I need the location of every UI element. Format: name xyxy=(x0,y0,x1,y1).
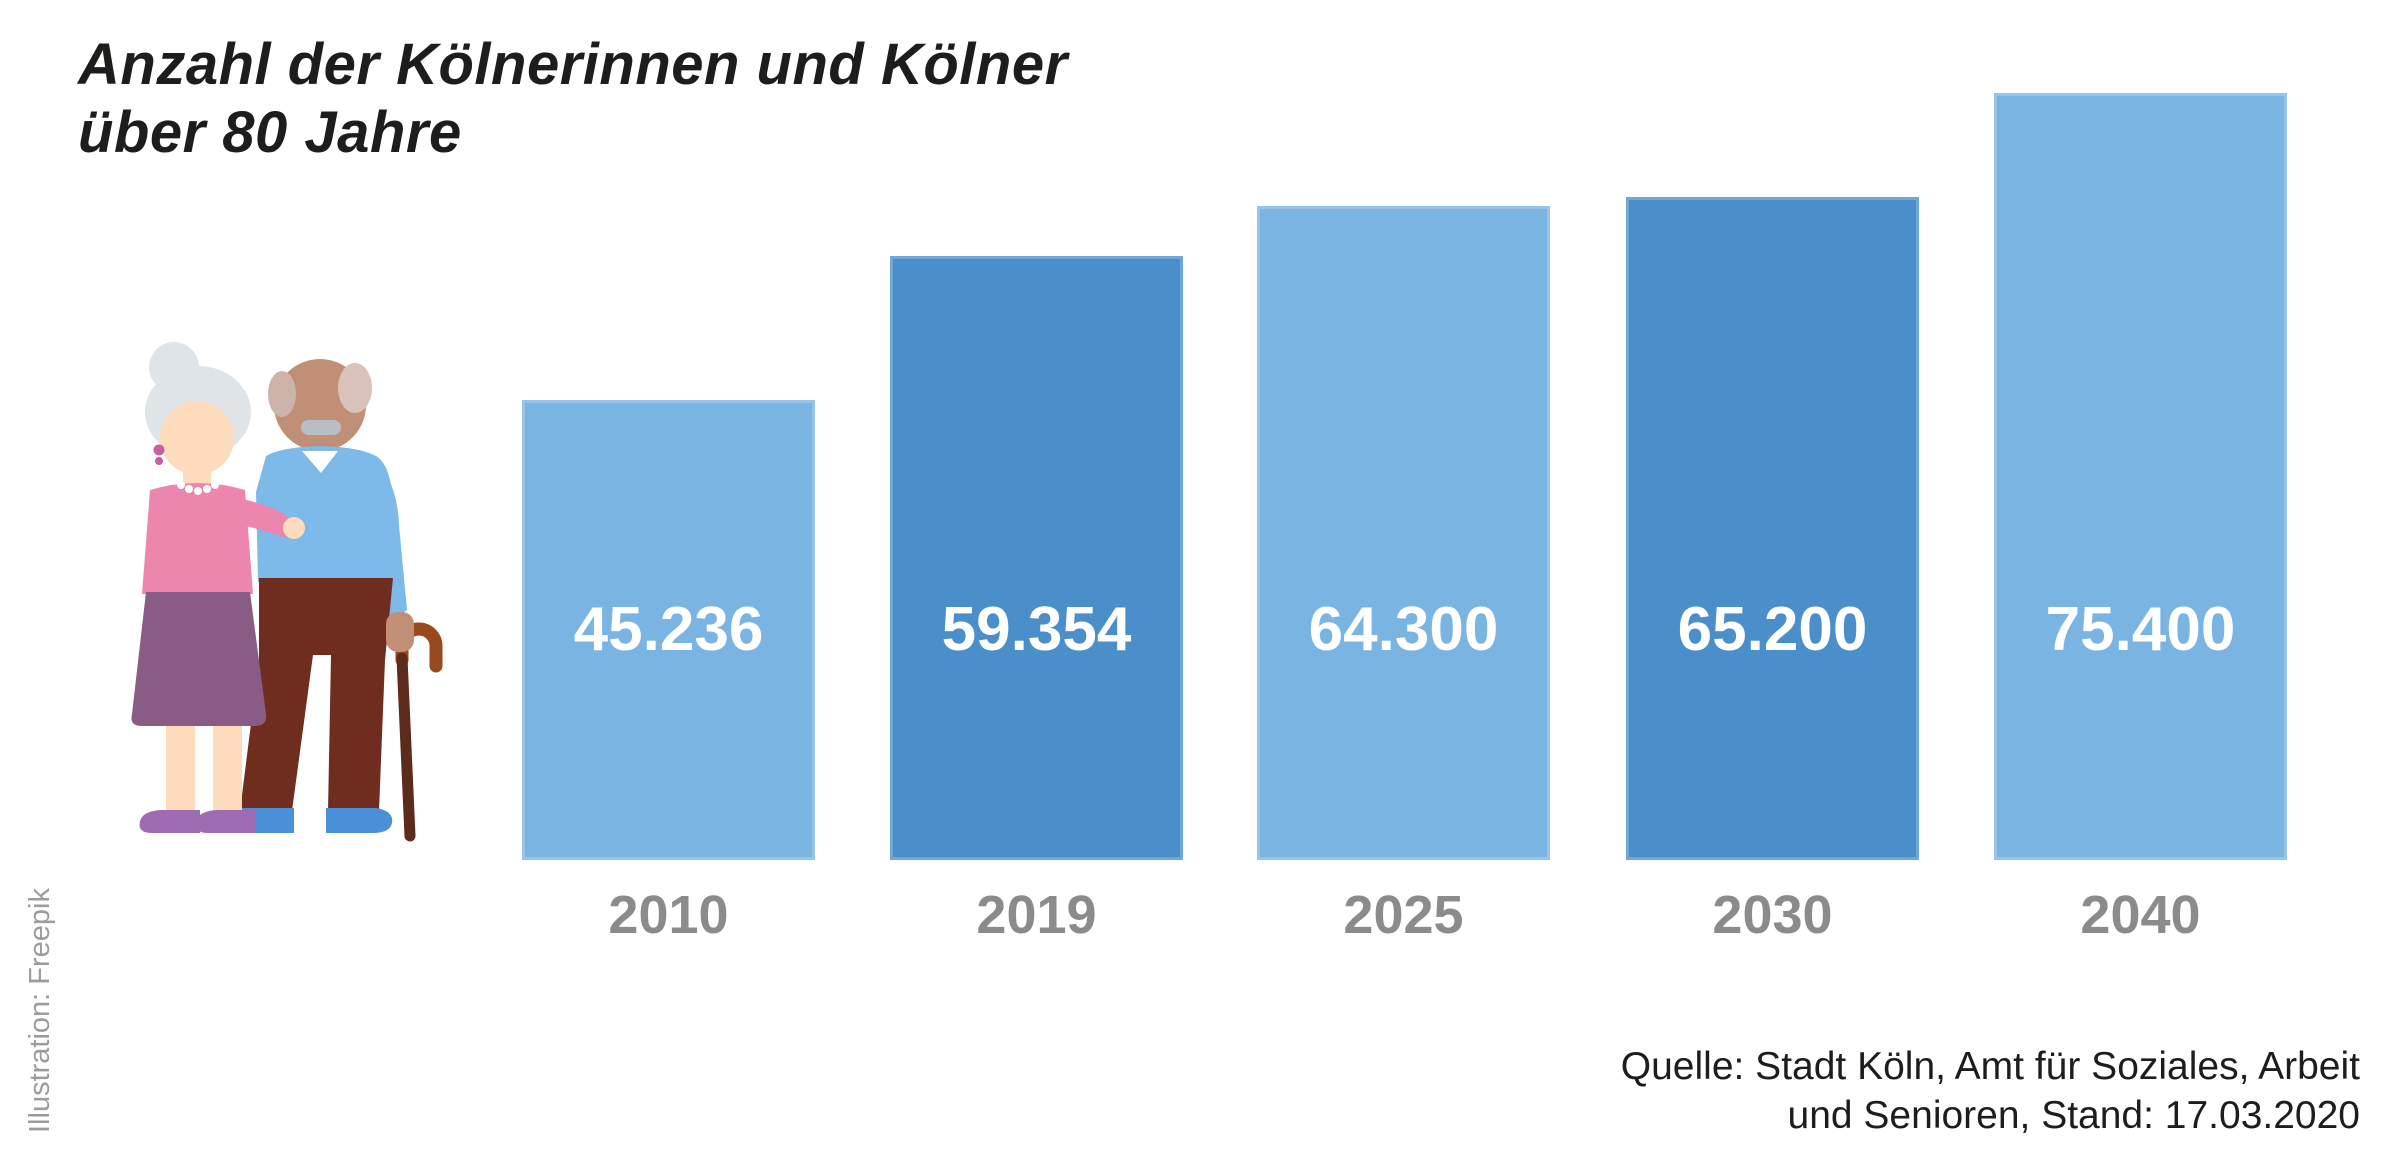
man-figure xyxy=(219,359,443,842)
bar-value-2040: 75.400 xyxy=(2045,595,2236,664)
woman-figure xyxy=(131,342,305,833)
woman-hand xyxy=(283,517,305,539)
illustration-credit: Illustration: Freepik xyxy=(24,888,56,1133)
collar xyxy=(302,451,338,473)
axis-label-2019: 2019 xyxy=(976,885,1097,945)
hair-bun xyxy=(149,342,199,392)
axis-label-2030: 2030 xyxy=(1712,885,1833,945)
bar-value-2010: 45.236 xyxy=(573,595,764,664)
bar-2030: 65.200 xyxy=(1626,197,1919,860)
bar-group-2040: 75.400 2040 xyxy=(1994,0,2287,1174)
bar-2019: 59.354 xyxy=(890,256,1183,860)
bar-group-2010: 45.236 2010 xyxy=(522,0,815,1174)
cane-icon xyxy=(395,622,443,842)
chart-title: Anzahl der Kölnerinnen und Kölner über 8… xyxy=(78,31,1068,167)
bar-2040: 75.400 xyxy=(1994,93,2287,860)
source-line1: Quelle: Stadt Köln, Amt für Soziales, Ar… xyxy=(1620,1045,2360,1088)
bar-2025: 64.300 xyxy=(1257,206,1550,860)
source-note: Quelle: Stadt Köln, Amt für Soziales, Ar… xyxy=(1621,1042,2360,1140)
bar-group-2019: 59.354 2019 xyxy=(890,0,1183,1174)
bar-value-2019: 59.354 xyxy=(941,595,1132,664)
bar-2010: 45.236 xyxy=(522,400,815,860)
bar-value-2030: 65.200 xyxy=(1677,595,1868,664)
source-line2: und Senioren, Stand: 17.03.2020 xyxy=(1787,1094,2360,1137)
pearl-necklace xyxy=(177,481,219,495)
man-hand xyxy=(386,612,414,652)
bar-value-2025: 64.300 xyxy=(1308,595,1499,664)
axis-label-2010: 2010 xyxy=(608,885,729,945)
mustache xyxy=(301,420,341,435)
axis-label-2025: 2025 xyxy=(1343,885,1464,945)
bar-group-2025: 64.300 2025 xyxy=(1257,0,1550,1174)
chart-title-line2: über 80 Jahre xyxy=(78,100,462,165)
chart-title-line1: Anzahl der Kölnerinnen und Kölner xyxy=(78,32,1068,97)
bar-group-2030: 65.200 2030 xyxy=(1626,0,1919,1174)
earring xyxy=(153,444,165,456)
elderly-couple-illustration xyxy=(131,342,443,842)
axis-label-2040: 2040 xyxy=(2080,885,2201,945)
